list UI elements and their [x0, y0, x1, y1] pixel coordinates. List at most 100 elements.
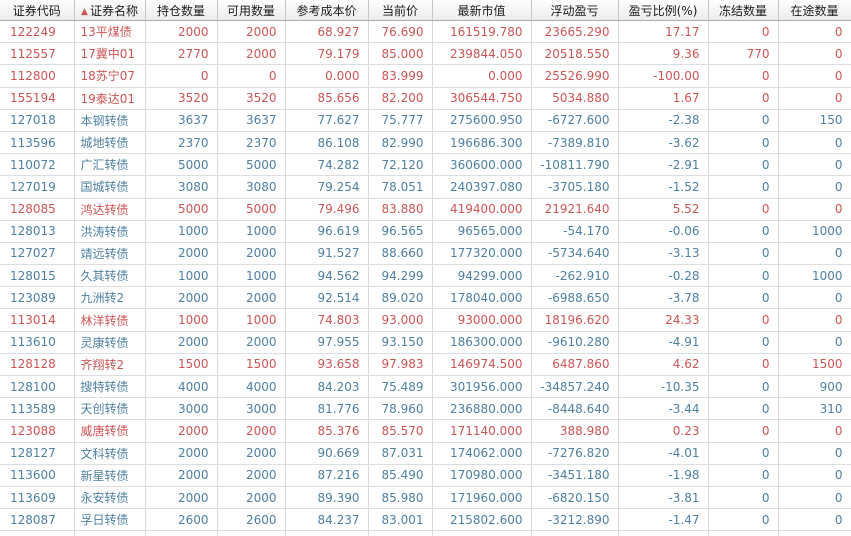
cell-floating-pnl: -34857.240	[531, 375, 619, 399]
cell-current-price: 75.489	[368, 375, 433, 399]
cell-market-value: 174062.000	[432, 442, 532, 465]
cell-in-transit-qty: 0	[778, 242, 851, 266]
cell-position-qty: 2000	[145, 286, 218, 310]
cell-security-name: 搜特转债	[74, 375, 146, 399]
cell-current-price: 93.150	[368, 331, 433, 354]
cell-current-price: 83.001	[368, 508, 433, 532]
cell-position-qty: 3520	[145, 87, 218, 110]
cell-position-qty	[145, 530, 218, 536]
cell-available-qty: 1000	[217, 264, 286, 288]
cell-current-price: 96.565	[368, 220, 433, 243]
cell-frozen-qty: 0	[708, 286, 779, 310]
cell-cost-price: 87.216	[285, 464, 369, 487]
cell-market-value: 93000.000	[432, 308, 532, 332]
cell-cost-price: 74.803	[285, 308, 369, 332]
holding-row[interactable]: 128100 搜特转债 4000 4000 84.203 75.489 3019…	[0, 375, 851, 399]
cell-cost-price: 90.669	[285, 442, 369, 465]
col-header-in-transit-qty[interactable]: 在途数量	[778, 0, 851, 21]
holding-row[interactable]: 128085 鸿达转债 5000 5000 79.496 83.880 4194…	[0, 198, 851, 221]
col-header-position-qty[interactable]: 持仓数量	[145, 0, 218, 21]
cell-in-transit-qty: 0	[778, 442, 851, 465]
cell-frozen-qty: 0	[708, 198, 779, 221]
cell-in-transit-qty: 1000	[778, 264, 851, 288]
cell-cost-price: 93.658	[285, 353, 369, 377]
holding-row[interactable]: 128128 齐翔转2 1500 1500 93.658 97.983 1469…	[0, 353, 851, 377]
cell-floating-pnl: -8448.640	[531, 397, 619, 421]
col-header-cost-price[interactable]: 参考成本价	[285, 0, 369, 21]
cell-current-price: 88.660	[368, 242, 433, 266]
holding-row[interactable]: 113014 林洋转债 1000 1000 74.803 93.000 9300…	[0, 308, 851, 332]
cell-position-qty: 2000	[145, 331, 218, 354]
cell-available-qty: 2000	[217, 464, 286, 487]
cell-current-price: 82.200	[368, 87, 433, 110]
col-header-security-code[interactable]: 证券代码	[0, 0, 75, 21]
holding-row[interactable]: 155194 19泰达01 3520 3520 85.656 82.200 30…	[0, 87, 851, 110]
cell-current-price: 83.880	[368, 198, 433, 221]
cell-in-transit-qty: 0	[778, 331, 851, 354]
cell-available-qty: 3637	[217, 109, 286, 132]
holding-row[interactable]: 128087 孚日转债 2600 2600 84.237 83.001 2158…	[0, 508, 851, 532]
holding-row[interactable]: 113600 新星转债 2000 2000 87.216 85.490 1709…	[0, 464, 851, 487]
holding-row[interactable]: 113596 城地转债 2370 2370 86.108 82.990 1966…	[0, 131, 851, 155]
col-header-frozen-qty[interactable]: 冻结数量	[708, 0, 779, 21]
cell-security-name: 灵康转债	[74, 331, 146, 354]
cell-security-code	[0, 530, 75, 536]
col-header-security-name[interactable]: ▲ 证券名称	[74, 0, 146, 21]
cell-current-price: 83.999	[368, 64, 433, 88]
cell-market-value: 301956.000	[432, 375, 532, 399]
cell-frozen-qty: 0	[708, 331, 779, 354]
holding-row[interactable]: 128127 文科转债 2000 2000 90.669 87.031 1740…	[0, 442, 851, 465]
cell-frozen-qty: 0	[708, 397, 779, 421]
holding-row[interactable]: 123088 威唐转债 2000 2000 85.376 85.570 1711…	[0, 419, 851, 443]
cell-market-value: 240397.080	[432, 175, 532, 199]
col-header-available-qty[interactable]: 可用数量	[217, 0, 286, 21]
cell-available-qty: 2000	[217, 442, 286, 465]
cell-cost-price: 77.627	[285, 109, 369, 132]
cell-floating-pnl: -3212.890	[531, 508, 619, 532]
cell-market-value: 236880.000	[432, 397, 532, 421]
cell-frozen-qty: 0	[708, 87, 779, 110]
cell-security-code: 123088	[0, 419, 75, 443]
cell-cost-price: 79.254	[285, 175, 369, 199]
cell-floating-pnl: 5034.880	[531, 87, 619, 110]
col-header-current-price[interactable]: 当前价	[368, 0, 433, 21]
cell-position-qty: 2000	[145, 242, 218, 266]
cell-position-qty: 2770	[145, 42, 218, 66]
holding-row[interactable]: 113589 天创转债 3000 3000 81.776 78.960 2368…	[0, 397, 851, 421]
cell-floating-pnl: -6820.150	[531, 486, 619, 510]
holding-row[interactable]: 128015 久其转债 1000 1000 94.562 94.299 9429…	[0, 264, 851, 288]
cell-security-code: 112557	[0, 42, 75, 66]
cell-market-value: 178040.000	[432, 286, 532, 310]
holding-row[interactable]: 127027 靖远转债 2000 2000 91.527 88.660 1773…	[0, 242, 851, 266]
cell-pnl-ratio: -1.52	[618, 175, 709, 199]
cell-in-transit-qty: 0	[778, 464, 851, 487]
cell-security-name: 孚日转债	[74, 508, 146, 532]
holding-row[interactable]: 127019 国城转债 3080 3080 79.254 78.051 2403…	[0, 175, 851, 199]
holding-row[interactable]: 127018 本钢转债 3637 3637 77.627 75.777 2756…	[0, 109, 851, 132]
holding-row[interactable]: 128013 洪涛转债 1000 1000 96.619 96.565 9656…	[0, 220, 851, 243]
cell-available-qty: 1500	[217, 353, 286, 377]
cell-cost-price: 86.108	[285, 131, 369, 155]
cell-security-name: 久其转债	[74, 264, 146, 288]
col-header-market-value[interactable]: 最新市值	[432, 0, 532, 21]
holding-row[interactable]: 122249 13平煤债 2000 2000 68.927 76.690 161…	[0, 20, 851, 44]
cell-frozen-qty: 770	[708, 42, 779, 66]
cell-pnl-ratio: -2.38	[618, 109, 709, 132]
cell-current-price: 87.031	[368, 442, 433, 465]
col-header-floating-pnl[interactable]: 浮动盈亏	[531, 0, 619, 21]
cell-current-price	[368, 530, 433, 536]
cell-current-price: 85.490	[368, 464, 433, 487]
holding-row[interactable]: 112800 18苏宁07 0 0 0.000 83.999 0.000 255…	[0, 64, 851, 88]
cell-security-name: 本钢转债	[74, 109, 146, 132]
cell-security-name: 鸿达转债	[74, 198, 146, 221]
holding-row[interactable]: 112557 17冀中01 2770 2000 79.179 85.000 23…	[0, 42, 851, 66]
col-header-pnl-ratio[interactable]: 盈亏比例(%)	[618, 0, 709, 21]
cell-pnl-ratio: 24.33	[618, 308, 709, 332]
cell-pnl-ratio: -1.47	[618, 508, 709, 532]
holding-row[interactable]: 113609 永安转债 2000 2000 89.390 85.980 1719…	[0, 486, 851, 510]
cell-cost-price: 68.927	[285, 20, 369, 44]
cell-frozen-qty: 0	[708, 375, 779, 399]
holding-row[interactable]: 113610 灵康转债 2000 2000 97.955 93.150 1863…	[0, 331, 851, 354]
holding-row[interactable]: 123089 九洲转2 2000 2000 92.514 89.020 1780…	[0, 286, 851, 310]
holding-row[interactable]: 110072 广汇转债 5000 5000 74.282 72.120 3606…	[0, 153, 851, 177]
